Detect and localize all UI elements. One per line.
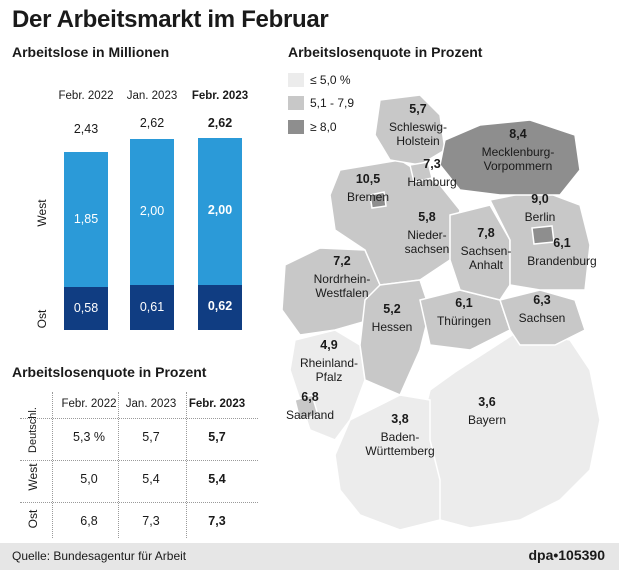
table-divider <box>20 460 258 461</box>
state-name: Schleswig- Holstein <box>388 120 448 148</box>
state-sachsen <box>499 289 586 346</box>
bar-value-label-west: 1,85 <box>73 211 99 226</box>
bar-value-label-ost: 0,61 <box>139 299 165 314</box>
bar-value-label-ost: 0,58 <box>73 300 99 315</box>
table-subtitle: Arbeitslosenquote in Prozent <box>12 364 207 380</box>
table-divider <box>20 502 258 503</box>
state-name: Hamburg <box>407 175 457 189</box>
state-saarland <box>294 394 319 421</box>
table-cell: 7,3 <box>142 514 160 528</box>
state-hamburg <box>409 161 433 183</box>
legend-swatch-mid <box>288 96 304 110</box>
state-name: Mecklenburg- Vorpommern <box>481 145 555 173</box>
state-name: Rheinland- Pfalz <box>299 356 359 384</box>
state-value: 6,8 <box>301 390 319 404</box>
state-bremen <box>369 191 387 209</box>
state-value: 9,0 <box>531 192 549 206</box>
table-divider <box>52 392 53 538</box>
footer-bar <box>0 543 619 570</box>
table-divider <box>118 392 119 538</box>
state-berlin <box>531 225 555 245</box>
state-value: 7,3 <box>423 157 441 171</box>
state-name: Nordrhein- Westfalen <box>313 272 371 300</box>
bar-west <box>64 151 108 288</box>
bar-chart: Febr. 2022 Jan. 2023 Febr. 2023 2,43 2,6… <box>0 0 280 360</box>
bar-total-label: 2,43 <box>73 122 99 136</box>
state-value: 8,4 <box>509 127 527 141</box>
table-divider <box>186 392 187 538</box>
bar-ost <box>130 285 174 330</box>
state-name: Bayern <box>467 413 507 427</box>
state-value: 5,7 <box>409 102 427 116</box>
state-name: Brandenburg <box>527 254 597 268</box>
state-value: 10,5 <box>355 172 381 186</box>
state-value: 3,6 <box>478 395 496 409</box>
bar-ost <box>64 287 108 330</box>
table-cell: 5,7 <box>142 430 160 444</box>
state-name: Berlin <box>524 210 556 224</box>
table-header: Jan. 2023 <box>125 398 177 410</box>
legend-label: 5,1 - 7,9 <box>310 96 355 110</box>
credit: dpa•105390 <box>528 547 605 563</box>
bar-category-label: Febr. 2022 <box>58 90 114 102</box>
state-bayern <box>419 329 601 529</box>
state-name: Bremen <box>346 190 390 204</box>
state-value: 7,2 <box>333 254 351 268</box>
bar-ost <box>198 284 242 330</box>
legend-label: ≤ 5,0 % <box>310 73 351 87</box>
bar-value-label-west: 2,00 <box>207 203 233 218</box>
state-name: Saarland <box>285 408 335 422</box>
source-note: Quelle: Bundesagentur für Arbeit <box>12 549 187 563</box>
table-cell: 6,8 <box>80 514 98 528</box>
bar-total-label: 2,62 <box>139 116 165 130</box>
table-cell: 5,4 <box>208 472 226 486</box>
state-schleswig-holstein <box>374 94 446 166</box>
state-name: Baden- Württemberg <box>365 430 435 458</box>
state-name: Thüringen <box>436 314 492 328</box>
state-name: Sachsen- Anhalt <box>460 244 512 272</box>
table-divider <box>20 418 258 419</box>
state-value: 3,8 <box>391 412 409 426</box>
state-name: Nieder-sachsen <box>404 228 450 256</box>
legend-label: ≥ 8,0 <box>310 120 337 134</box>
bar-value-label-ost: 0,62 <box>207 299 233 314</box>
bar-value-label-west: 2,00 <box>139 204 165 218</box>
state-value: 6,3 <box>533 293 551 307</box>
state-name: Sachsen <box>518 311 566 325</box>
state-baden-wuerttemberg <box>334 394 441 531</box>
table-cell: 7,3 <box>208 514 226 528</box>
state-value: 6,1 <box>455 296 473 310</box>
state-value: 4,9 <box>320 338 338 352</box>
bar-category-label: Jan. 2023 <box>126 90 178 102</box>
bar-category-label: Febr. 2023 <box>191 90 249 102</box>
table-cell: 5,4 <box>142 472 160 486</box>
table-cell: 5,7 <box>208 430 226 444</box>
bar-west <box>198 138 242 285</box>
state-value: 7,8 <box>477 226 495 240</box>
bar-total-label: 2,62 <box>207 116 233 130</box>
table-header: Febr. 2022 <box>61 398 117 410</box>
bar-west <box>130 138 174 286</box>
table-cell: 5,0 <box>80 472 98 486</box>
state-hessen <box>359 279 431 396</box>
map-subtitle: Arbeitslosenquote in Prozent <box>288 44 483 60</box>
bar-chart-subtitle: Arbeitslose in Millionen <box>12 44 170 60</box>
legend-swatch-low <box>288 73 304 87</box>
rate-table: Febr. 2022 Jan. 2023 Febr. 2023 Deutschl… <box>0 388 270 538</box>
state-value: 6,1 <box>553 236 571 250</box>
germany-map <box>281 94 601 531</box>
legend-swatch-high <box>288 120 304 134</box>
state-mecklenburg-vorpommern <box>439 119 581 196</box>
table-header: Febr. 2023 <box>188 398 246 410</box>
state-sachsen-anhalt <box>449 204 511 301</box>
page-title: Der Arbeitsmarkt im Februar <box>12 6 329 33</box>
state-value: 5,8 <box>418 210 436 224</box>
table-cell: 5,3 % <box>73 430 105 444</box>
state-value: 5,2 <box>383 302 401 316</box>
state-name: Hessen <box>371 320 413 334</box>
